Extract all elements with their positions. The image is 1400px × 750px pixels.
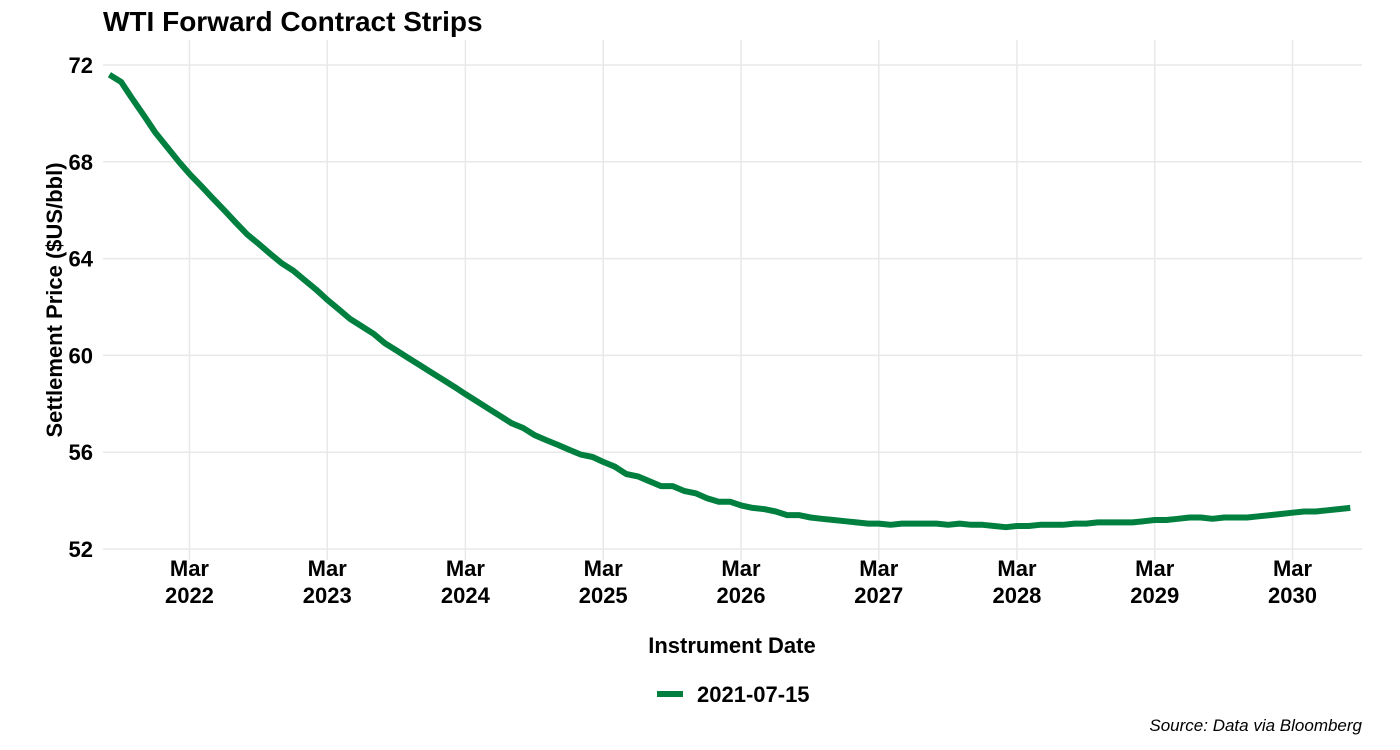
x-tick-label-year: 2030 (1268, 583, 1317, 608)
x-axis-label: Instrument Date (648, 633, 815, 658)
y-tick-label: 60 (69, 343, 93, 368)
chart-title: WTI Forward Contract Strips (103, 6, 483, 37)
grid (103, 40, 1362, 560)
source-note: Source: Data via Bloomberg (1149, 716, 1362, 735)
x-tick-label-year: 2025 (579, 583, 628, 608)
x-tick-label-month: Mar (308, 556, 348, 581)
x-tick-label-year: 2022 (165, 583, 214, 608)
x-tick-label-year: 2028 (992, 583, 1041, 608)
x-tick-label-year: 2023 (303, 583, 352, 608)
x-tick-label-month: Mar (721, 556, 761, 581)
legend-label: 2021-07-15 (697, 682, 810, 707)
y-axis-label: Settlement Price ($US/bbl) (42, 162, 67, 437)
series-line (107, 72, 1351, 531)
y-tick-label: 52 (69, 537, 93, 562)
x-tick-label-year: 2026 (717, 583, 766, 608)
x-tick-label-year: 2029 (1130, 583, 1179, 608)
y-axis-ticks: 52 56 60 64 68 72 (69, 53, 94, 562)
y-tick-label: 68 (69, 150, 93, 175)
y-tick-label: 64 (69, 247, 94, 272)
legend: 2021-07-15 (657, 682, 810, 707)
x-tick-label-month: Mar (859, 556, 899, 581)
x-axis-ticks: Mar2022Mar2023Mar2024Mar2025Mar2026Mar20… (165, 556, 1317, 608)
y-tick-label: 56 (69, 440, 93, 465)
x-tick-label-year: 2024 (441, 583, 491, 608)
x-tick-label-month: Mar (1135, 556, 1175, 581)
x-tick-label-month: Mar (1273, 556, 1313, 581)
x-tick-label-year: 2027 (854, 583, 903, 608)
y-tick-label: 72 (69, 53, 93, 78)
x-tick-label-month: Mar (584, 556, 624, 581)
series-layer (107, 72, 1351, 531)
x-tick-label-month: Mar (170, 556, 210, 581)
x-tick-label-month: Mar (997, 556, 1037, 581)
x-tick-label-month: Mar (446, 556, 486, 581)
